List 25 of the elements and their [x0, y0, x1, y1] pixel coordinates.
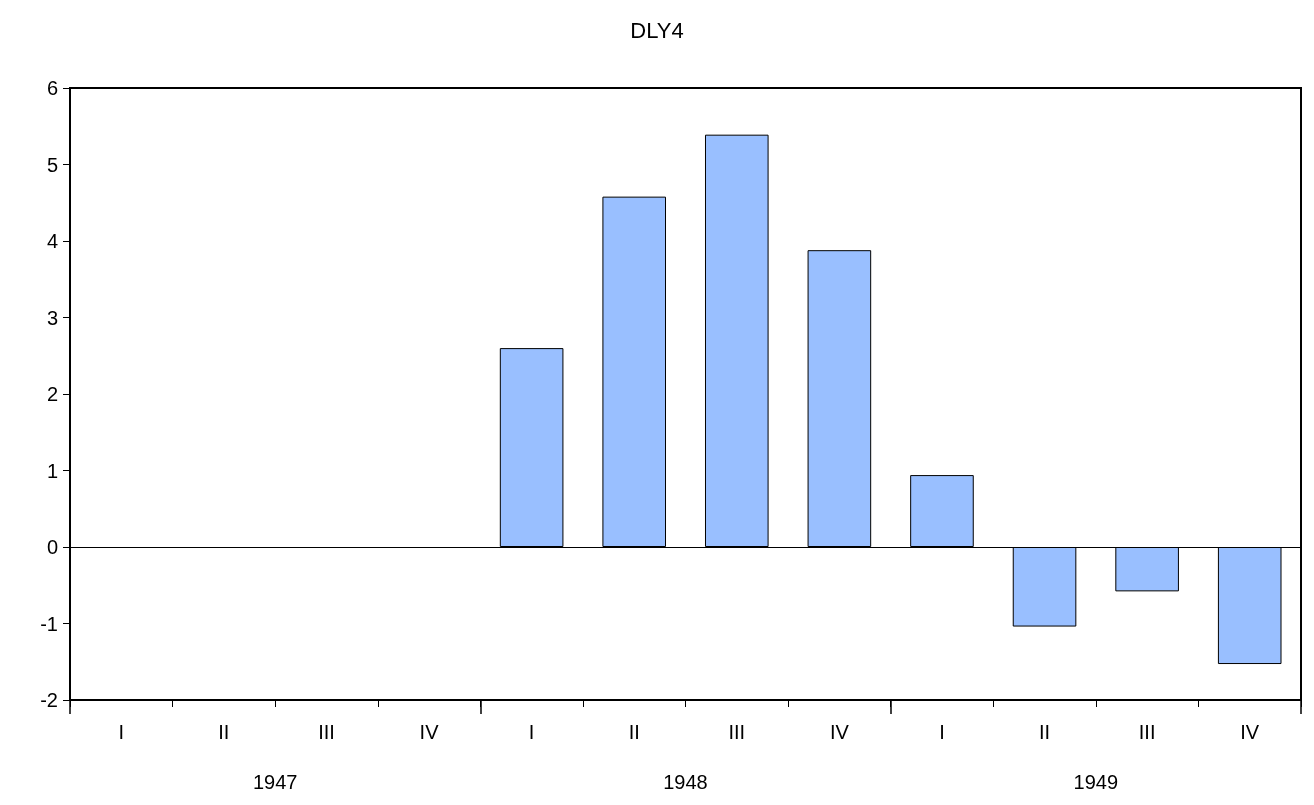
y-tick-label: 4 — [46, 230, 58, 252]
text: 1949 — [1073, 771, 1119, 793]
y-tick-label: 6 — [46, 77, 58, 99]
text: 1947 — [252, 771, 298, 793]
x-tick-label: I — [939, 721, 945, 743]
x-tick-label: I — [118, 721, 125, 743]
x-tick-label: IV — [829, 721, 850, 743]
x-tick-label: II — [218, 721, 230, 743]
x-tick-label: III — [728, 721, 746, 743]
chart-title: DLY4 — [630, 17, 684, 43]
x-tick-label: IV — [1240, 721, 1260, 743]
x-tick-label: II — [1038, 721, 1051, 743]
y-tick-label: 2 — [46, 383, 58, 405]
y-tick-label: 3 — [46, 306, 58, 329]
x-tick-label: I — [528, 721, 535, 743]
y-tick-label: 0 — [46, 536, 58, 558]
text: 1948 — [663, 771, 708, 793]
y-tick-label: 1 — [46, 459, 58, 482]
x-tick-label: II — [628, 721, 640, 743]
x-tick-label: III — [318, 721, 335, 743]
y-tick-label: -1 — [40, 612, 58, 635]
y-tick-label: -2 — [40, 689, 58, 711]
x-tick-label: IV — [419, 721, 440, 743]
x-tick-label: III — [1138, 721, 1156, 743]
y-tick-label: 5 — [46, 153, 58, 176]
